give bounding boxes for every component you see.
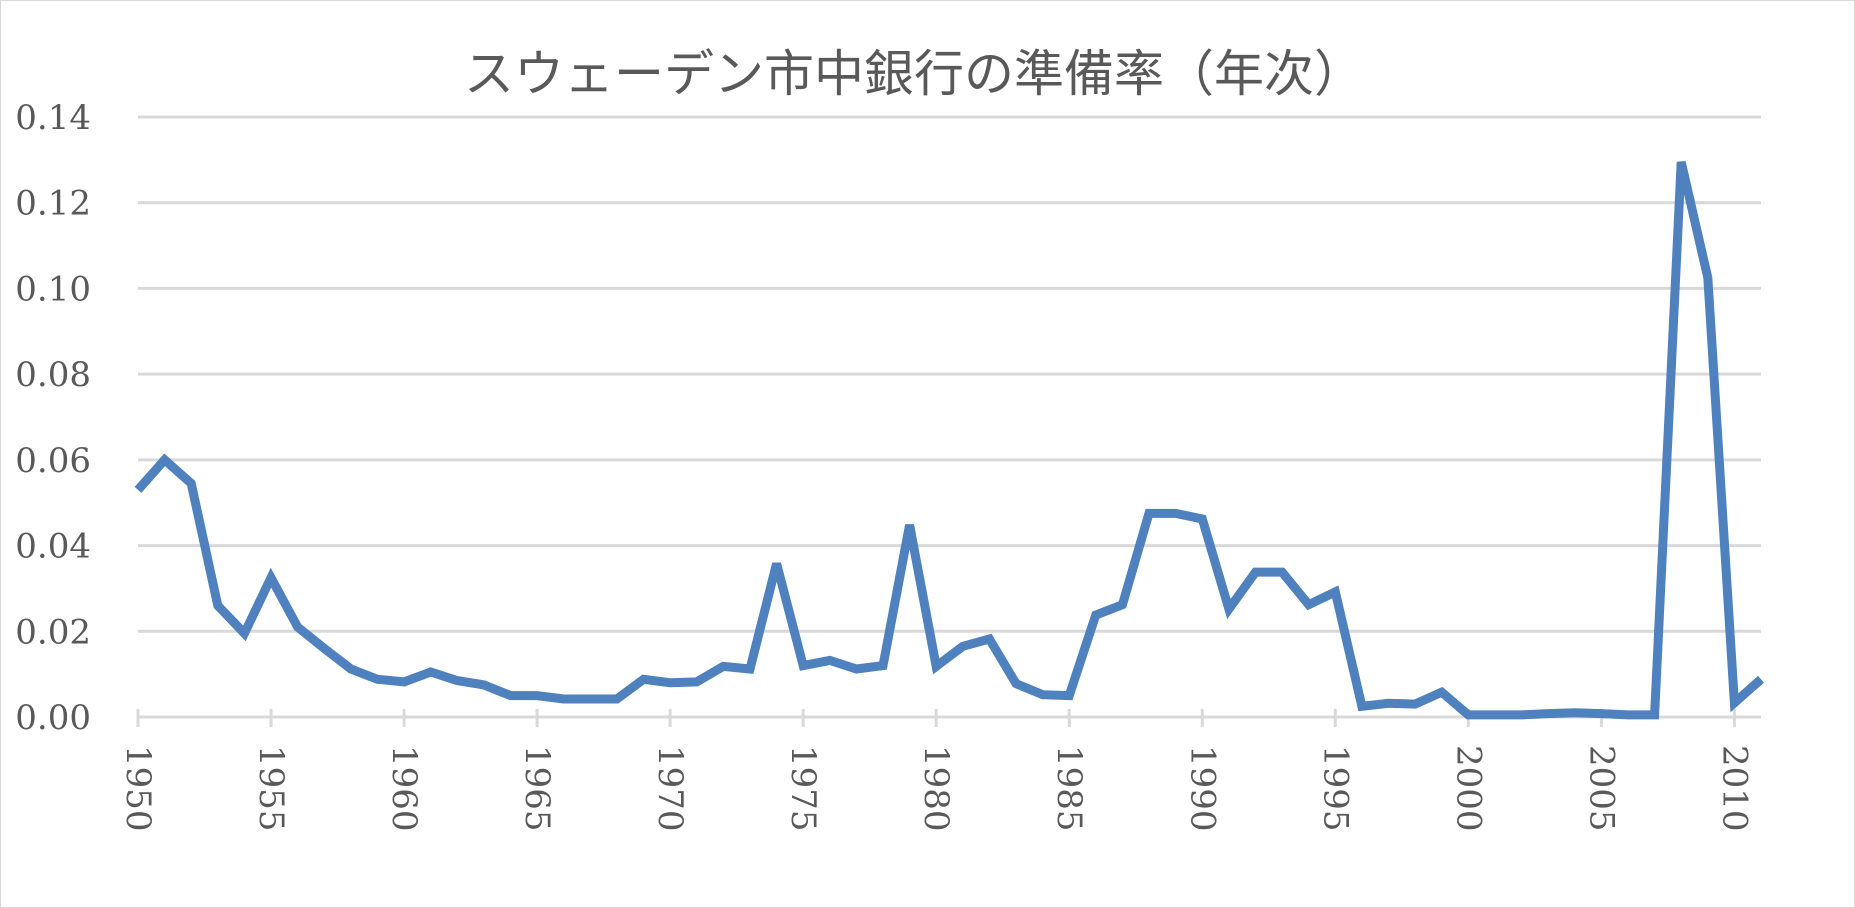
x-axis-labels: 1950 1955 1960 1965 1970 1975 1980 1985 1990 1995… (118, 745, 1754, 832)
x-tick-label: 1980 (916, 745, 956, 832)
chart-title: スウェーデン市中銀行の準備率（年次） (464, 45, 1364, 103)
x-tick-label: 2010 (1714, 745, 1754, 832)
y-tick-label: 0.02 (15, 612, 91, 652)
x-tick-label: 2000 (1448, 745, 1488, 832)
y-tick-label: 0.08 (15, 355, 91, 395)
y-tick-label: 0.14 (15, 98, 91, 138)
x-tick-label: 1960 (384, 745, 424, 832)
x-tick-label: 1970 (650, 745, 690, 832)
x-tick-label: 1990 (1182, 745, 1222, 832)
x-tick-label: 1965 (517, 745, 557, 832)
y-tick-label: 0.00 (15, 698, 91, 738)
x-tick-label: 2005 (1581, 745, 1621, 832)
gridlines (138, 115, 1761, 633)
y-tick-label: 0.04 (15, 527, 91, 567)
x-tick-label: 1950 (118, 745, 158, 832)
y-tick-label: 0.12 (15, 184, 91, 224)
x-tick-label: 1975 (783, 745, 823, 832)
x-tick-label: 1985 (1049, 745, 1089, 832)
x-tick-label: 1955 (251, 745, 291, 832)
series-layer (134, 160, 1764, 720)
y-tick-label: 0.06 (15, 441, 91, 481)
x-tick-label: 1995 (1315, 745, 1355, 832)
y-tick-label: 0.10 (15, 269, 91, 309)
series-line (134, 160, 1764, 720)
y-axis-labels: 0.00 0.02 0.04 0.06 0.08 0.10 0.12 0.14 (15, 98, 91, 738)
